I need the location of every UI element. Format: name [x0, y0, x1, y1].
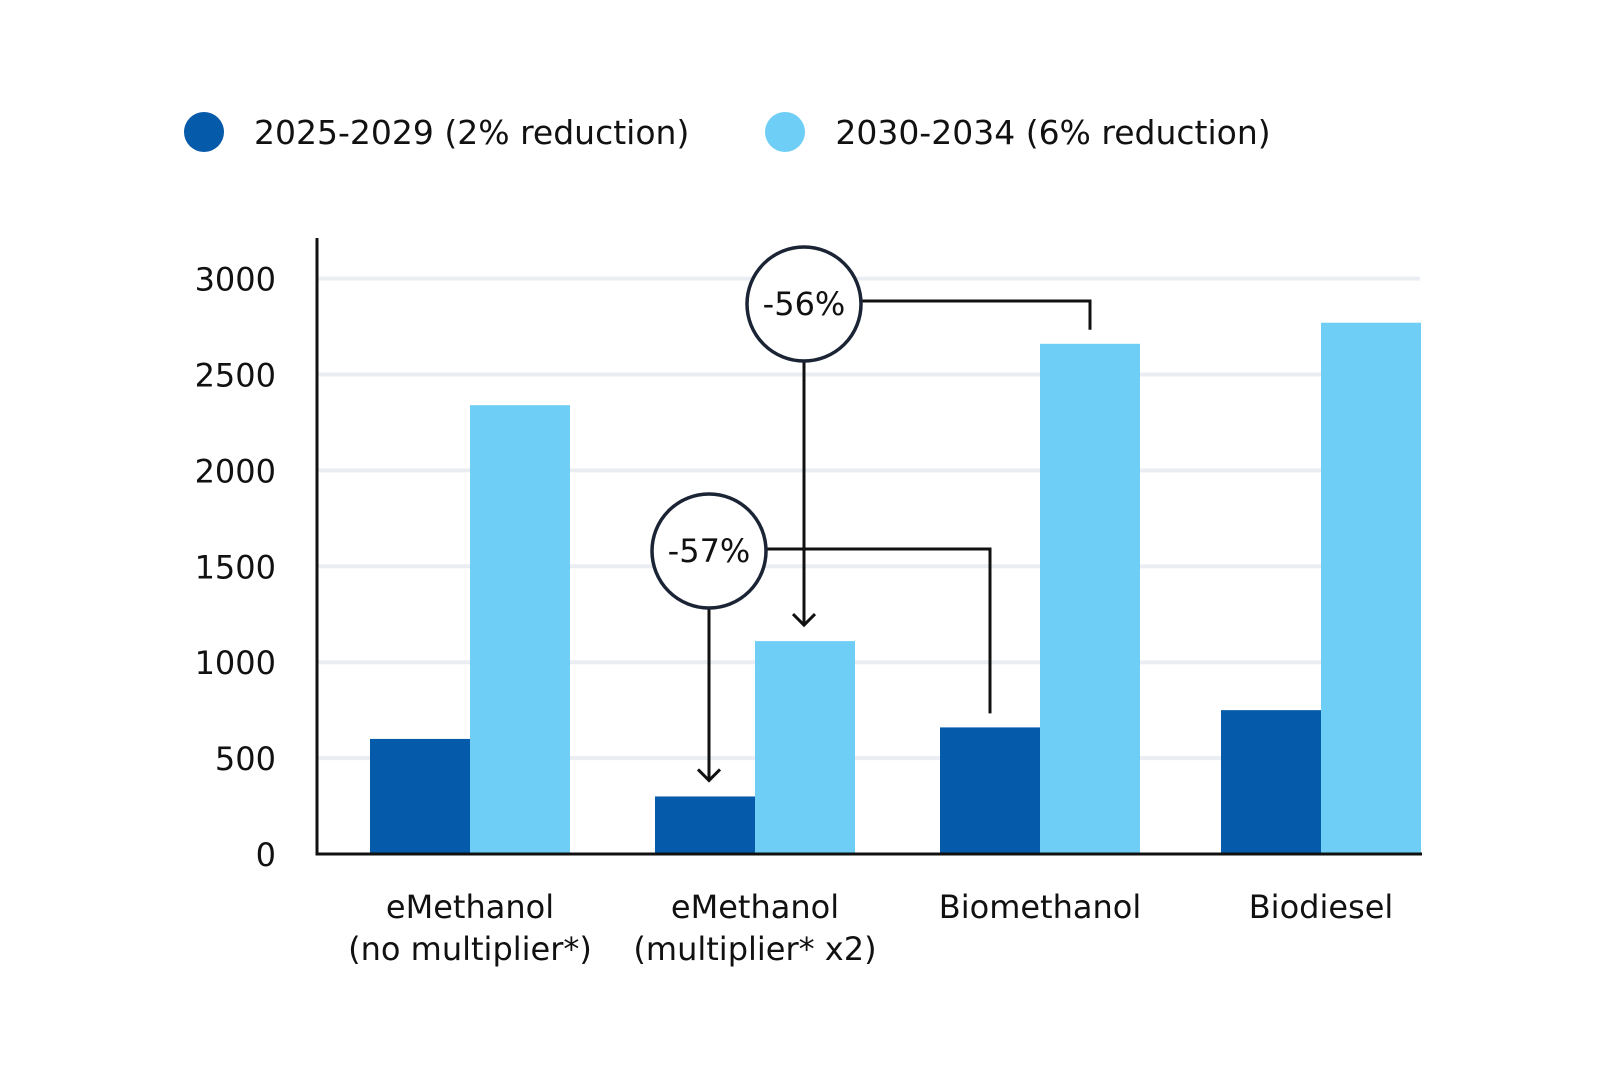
bar-2030-2034-cat1 [755, 641, 855, 854]
y-tick-label: 1000 [195, 644, 276, 682]
callout-label: -57% [668, 532, 751, 570]
bar-2030-2034-cat0 [470, 405, 570, 854]
bar-2030-2034-cat3 [1321, 323, 1421, 854]
x-category-label: eMethanol [671, 888, 839, 926]
y-tick-labels: 0 500 1000 1500 2000 2500 3000 [195, 261, 276, 874]
x-category-labels: eMethanol (no multiplier*) eMethanol (multi… [348, 888, 1393, 968]
bar-2025-2029-cat0 [370, 739, 470, 854]
y-tick-label: 1500 [195, 548, 276, 586]
x-category-label: (no multiplier*) [348, 930, 592, 968]
x-category-label: (multiplier* x2) [633, 930, 876, 968]
callout-connector [861, 301, 1090, 330]
bar-2025-2029-cat1 [655, 796, 755, 854]
y-tick-label: 500 [215, 740, 276, 778]
x-category-label: eMethanol [386, 888, 554, 926]
bar-2030-2034-cat2 [1040, 344, 1140, 854]
callout--56pct: -56% [747, 247, 1090, 625]
callout-label: -56% [763, 285, 846, 323]
callouts: -56% -57% [652, 247, 1090, 780]
y-tick-label: 2000 [195, 452, 276, 490]
y-tick-label: 3000 [195, 261, 276, 299]
y-tick-label: 0 [256, 836, 276, 874]
bars [370, 323, 1421, 854]
x-category-label: Biodiesel [1249, 888, 1394, 926]
bar-2025-2029-cat2 [940, 727, 1040, 854]
bar-chart: 0 500 1000 1500 2000 2500 3000 eMethanol (no mu… [0, 0, 1600, 1080]
bar-2025-2029-cat3 [1221, 710, 1321, 854]
x-category-label: Biomethanol [939, 888, 1141, 926]
y-tick-label: 2500 [195, 357, 276, 395]
